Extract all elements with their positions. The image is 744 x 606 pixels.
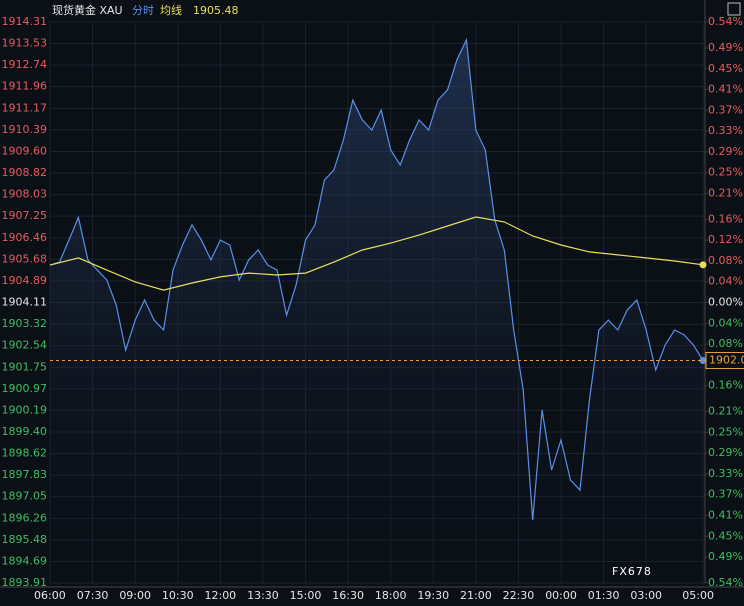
y2-tick-label: 0.29% bbox=[708, 145, 743, 158]
y2-tick-label: 0.54% bbox=[708, 15, 743, 28]
y-tick-label: 1898.62 bbox=[2, 446, 48, 459]
y2-tick-label: 0.12% bbox=[708, 233, 743, 246]
y2-tick-label: 0.16% bbox=[708, 379, 743, 392]
y-tick-label: 1899.40 bbox=[2, 425, 48, 438]
y-tick-label: 1912.74 bbox=[2, 58, 48, 71]
y2-tick-label: 0.04% bbox=[708, 316, 743, 329]
y2-tick-label: 0.37% bbox=[708, 488, 743, 501]
y2-tick-label: 0.08% bbox=[708, 254, 743, 267]
x-tick-label: 05:00 bbox=[682, 589, 714, 602]
x-tick-label: 01:30 bbox=[588, 589, 620, 602]
y2-tick-label: 0.33% bbox=[708, 467, 743, 480]
x-tick-label: 12:00 bbox=[204, 589, 236, 602]
y-tick-label: 1897.83 bbox=[2, 468, 48, 481]
y2-tick-label: 0.25% bbox=[708, 425, 743, 438]
y2-tick-label: 0.21% bbox=[708, 186, 743, 199]
y-tick-label: 1893.91 bbox=[2, 576, 48, 589]
y-tick-label: 1905.68 bbox=[2, 252, 48, 265]
x-tick-label: 06:00 bbox=[34, 589, 66, 602]
y-tick-label: 1911.96 bbox=[2, 80, 48, 93]
y2-tick-label: 0.49% bbox=[708, 41, 743, 54]
y2-tick-label: 0.33% bbox=[708, 124, 743, 137]
y-tick-label: 1900.19 bbox=[2, 403, 48, 416]
x-tick-label: 07:30 bbox=[77, 589, 109, 602]
y-tick-label: 1896.26 bbox=[2, 511, 48, 524]
y-tick-label: 1897.05 bbox=[2, 490, 48, 503]
y-tick-label: 1913.53 bbox=[2, 36, 48, 49]
y2-tick-label: 0.00% bbox=[708, 296, 743, 309]
y-tick-label: 1910.39 bbox=[2, 123, 48, 136]
y-tick-label: 1906.46 bbox=[2, 231, 48, 244]
y2-tick-label: 0.37% bbox=[708, 103, 743, 116]
y-tick-label: 1902.54 bbox=[2, 339, 48, 352]
y-tick-label: 1908.82 bbox=[2, 166, 48, 179]
y2-tick-label: 0.08% bbox=[708, 337, 743, 350]
y-tick-label: 1895.48 bbox=[2, 533, 48, 546]
y-tick-label: 1911.17 bbox=[2, 101, 48, 114]
x-tick-label: 00:00 bbox=[545, 589, 577, 602]
x-tick-label: 09:00 bbox=[119, 589, 151, 602]
window-icon[interactable] bbox=[727, 2, 741, 16]
y2-tick-label: 0.16% bbox=[708, 212, 743, 225]
y2-tick-label: 0.45% bbox=[708, 529, 743, 542]
price-tag bbox=[705, 352, 744, 370]
y2-tick-label: 0.41% bbox=[708, 508, 743, 521]
average-legend: 均线 bbox=[160, 3, 182, 17]
plot bbox=[49, 37, 707, 583]
x-tick-label: 21:00 bbox=[460, 589, 492, 602]
price-area bbox=[50, 39, 703, 583]
mode-label: 分时 bbox=[132, 4, 154, 17]
instrument-name: 现货黄金 XAU bbox=[52, 3, 123, 17]
y-tick-label: 1909.60 bbox=[2, 145, 48, 158]
y2-tick-label: 0.54% bbox=[708, 576, 743, 589]
x-tick-label: 18:00 bbox=[375, 589, 407, 602]
y2-tick-label: 0.29% bbox=[708, 446, 743, 459]
y-tick-label: 1907.25 bbox=[2, 209, 48, 222]
last-dot bbox=[699, 357, 707, 365]
x-tick-label: 19:30 bbox=[417, 589, 449, 602]
y2-tick-label: 0.04% bbox=[708, 275, 743, 288]
labels: 1914.31 1913.53 1912.74 1911.96 1911.17 1910.… bbox=[2, 15, 744, 602]
average-line bbox=[49, 216, 704, 291]
x-tick-label: 10:30 bbox=[162, 589, 194, 602]
x-tick-label: 13:30 bbox=[247, 589, 279, 602]
y-tick-label: 1914.31 bbox=[2, 15, 48, 28]
y-tick-label: 1900.97 bbox=[2, 382, 48, 395]
price-tag-label: 1902.0 bbox=[709, 354, 744, 367]
y-tick-label: 1901.75 bbox=[2, 360, 48, 373]
x-tick-label: 03:00 bbox=[630, 589, 662, 602]
y2-tick-label: 0.49% bbox=[708, 550, 743, 563]
x-tick-label: 15:00 bbox=[290, 589, 322, 602]
x-tick-label: 22:30 bbox=[503, 589, 535, 602]
watermark: FX678 bbox=[612, 565, 652, 578]
y2-tick-label: 0.41% bbox=[708, 83, 743, 96]
price-line bbox=[49, 37, 704, 521]
x-tick-label: 16:30 bbox=[332, 589, 364, 602]
last-dot bbox=[699, 261, 707, 269]
y-tick-label: 1894.69 bbox=[2, 555, 48, 568]
average-value: 1905.48 bbox=[193, 4, 239, 17]
y-tick-label: 1903.32 bbox=[2, 317, 48, 330]
y2-tick-label: 0.45% bbox=[708, 62, 743, 75]
y-tick-label: 1908.03 bbox=[2, 188, 48, 201]
y-tick-label: 1904.89 bbox=[2, 274, 48, 287]
y-tick-label: 1904.11 bbox=[2, 296, 48, 309]
y2-tick-label: 0.25% bbox=[708, 166, 743, 179]
y2-tick-label: 0.21% bbox=[708, 405, 743, 418]
